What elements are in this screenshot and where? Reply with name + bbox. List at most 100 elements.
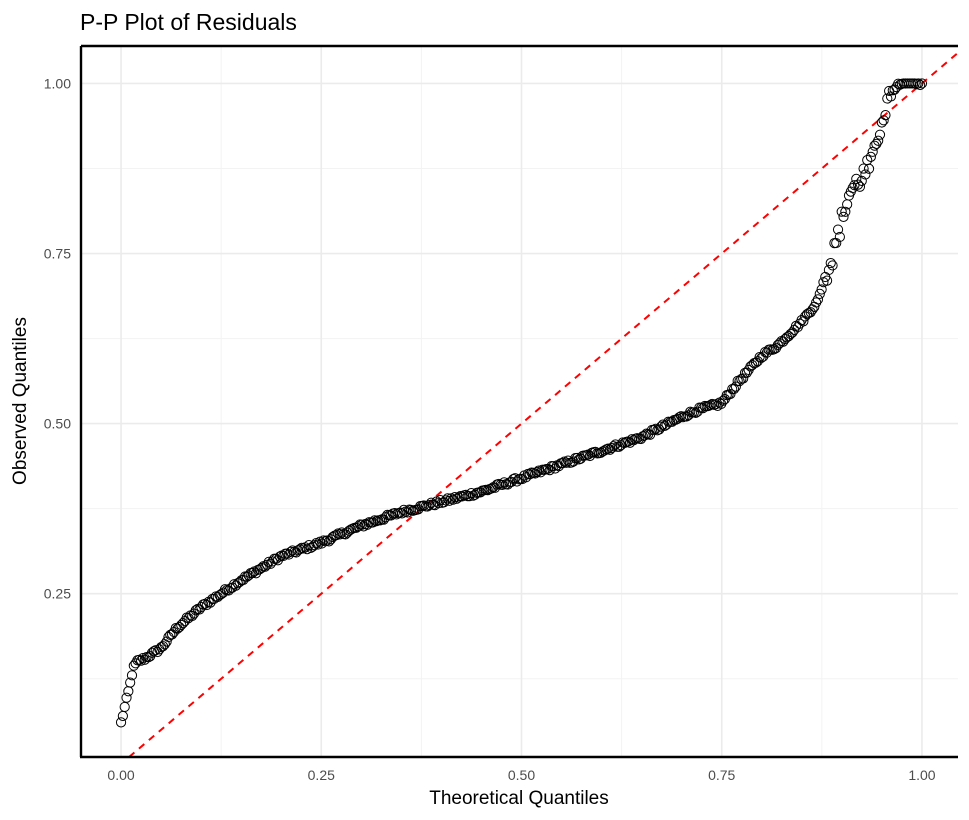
data-point (730, 381, 741, 392)
data-point (853, 179, 864, 190)
points-group (115, 78, 928, 728)
y-tick-label: 1.00 (44, 75, 71, 91)
data-point (745, 361, 756, 372)
data-point (176, 619, 187, 631)
data-point (294, 544, 305, 555)
data-point (267, 556, 278, 567)
data-point (464, 491, 475, 502)
data-point (758, 351, 769, 362)
data-point (572, 452, 583, 464)
data-point (805, 307, 816, 318)
data-point (854, 181, 866, 192)
data-point (156, 641, 167, 653)
data-point (351, 522, 362, 533)
data-point (241, 571, 253, 582)
data-point (128, 660, 139, 671)
data-point (318, 535, 329, 546)
data-point (652, 425, 663, 436)
data-point (161, 636, 172, 647)
y-axis-title: Observed Quantiles (10, 317, 31, 485)
data-point (146, 647, 158, 658)
data-point (385, 510, 397, 521)
data-point (847, 182, 858, 194)
data-point (548, 461, 559, 472)
x-axis-title: Theoretical Quantiles (429, 788, 609, 809)
data-point (834, 231, 845, 243)
data-point (856, 175, 867, 187)
data-point (502, 479, 513, 490)
data-point (860, 169, 871, 180)
data-point (756, 352, 767, 363)
data-point (187, 610, 198, 622)
data-point (655, 421, 667, 432)
data-point (747, 360, 758, 371)
data-point (174, 622, 185, 633)
y-tick-label: 0.75 (44, 246, 71, 262)
data-point (821, 275, 833, 286)
data-point (657, 419, 668, 430)
data-point (511, 476, 523, 487)
data-point (832, 224, 844, 235)
data-point (785, 328, 796, 340)
data-point (814, 288, 825, 299)
data-point (874, 129, 886, 140)
data-point (413, 504, 424, 515)
data-point (871, 138, 882, 149)
data-point (608, 441, 619, 452)
x-tick-label: 0.00 (107, 767, 134, 783)
data-point (261, 559, 273, 570)
data-point (426, 497, 437, 508)
data-point (606, 442, 617, 454)
data-point (395, 507, 406, 518)
data-point (825, 257, 836, 269)
data-point (873, 135, 884, 146)
data-point (232, 578, 243, 589)
y-tick-label: 0.50 (44, 416, 71, 432)
data-point (783, 331, 794, 342)
x-tick-label: 0.75 (708, 767, 735, 783)
data-point (878, 115, 889, 126)
data-point (506, 476, 517, 487)
data-point (561, 457, 572, 468)
x-tick-label: 0.50 (508, 767, 535, 783)
data-point (285, 546, 296, 557)
data-point (203, 596, 214, 607)
data-point (214, 590, 225, 601)
axes (79, 44, 958, 759)
data-point (772, 339, 783, 351)
data-point (717, 395, 729, 406)
data-point (648, 424, 659, 435)
data-point (402, 507, 413, 518)
data-point (670, 414, 681, 425)
data-point (309, 540, 320, 551)
data-point (486, 483, 497, 494)
data-point (690, 407, 701, 418)
data-point (796, 315, 807, 326)
data-point (126, 670, 138, 681)
data-point (604, 444, 616, 455)
data-point (637, 431, 648, 442)
data-point (880, 110, 891, 121)
data-point (728, 383, 740, 395)
data-point (154, 644, 165, 655)
data-point (838, 211, 849, 223)
grid (81, 46, 958, 757)
data-point (865, 151, 876, 162)
data-point (167, 629, 178, 640)
data-point (196, 601, 207, 613)
data-point (137, 652, 149, 664)
data-point (440, 495, 451, 506)
data-point (115, 717, 127, 728)
data-point (223, 585, 234, 596)
data-point (734, 376, 745, 387)
data-point (741, 367, 752, 378)
chart-title: P-P Plot of Residuals (80, 9, 297, 35)
y-tick-label: 0.25 (44, 586, 71, 602)
data-point (676, 411, 687, 422)
data-point (812, 294, 824, 305)
data-point (190, 605, 201, 616)
data-point (780, 333, 791, 345)
data-point (661, 419, 672, 430)
